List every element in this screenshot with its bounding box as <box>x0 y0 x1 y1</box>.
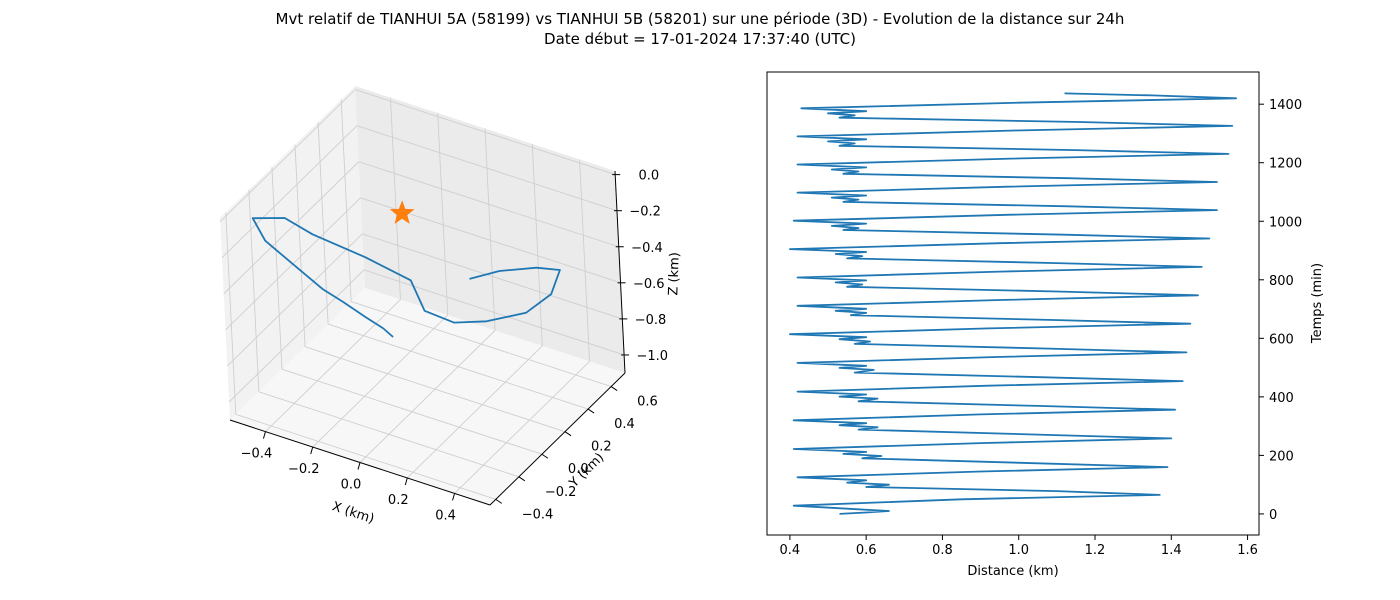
time-y-tick-label-4: 800 <box>1269 274 1294 289</box>
dist-x-tick-label-2: 0.8 <box>932 543 953 558</box>
grid-y-left-2 <box>271 167 283 370</box>
x-tick-2 <box>357 462 361 470</box>
time-y-tick-label-1: 200 <box>1269 449 1294 464</box>
star-marker <box>389 200 415 224</box>
time-y-tick-label-7: 1400 <box>1269 98 1302 113</box>
y-tick-1 <box>518 476 526 482</box>
grid-x-back-4 <box>579 159 590 362</box>
grid-z-left-1 <box>221 125 358 259</box>
time-y-tick-label-5: 1000 <box>1269 215 1302 230</box>
plot-3d-trajectory: −0.4−0.20.00.20.4 −0.4−0.20.00.20.40.60.0… <box>219 86 683 527</box>
grid-z-back-4 <box>362 233 623 320</box>
x-tick-label-2: 0.0 <box>341 478 362 493</box>
tick-labels-3d: −0.4−0.20.00.20.4 −0.4−0.20.00.20.40.60.0… <box>241 169 668 524</box>
grid-y-floor-3 <box>304 346 566 433</box>
y-tick-2 <box>541 453 549 459</box>
grid-y-left-5 <box>340 99 352 302</box>
z-axis-label: Z (km) <box>666 252 683 296</box>
y-tick-0 <box>495 498 503 504</box>
y-tick-4 <box>587 408 595 414</box>
grid-z-left-0 <box>219 89 356 222</box>
z-tick-label-0: 0.0 <box>638 169 659 184</box>
grid-z-back-2 <box>358 161 619 248</box>
y-tick-label-2: 0.0 <box>568 462 589 477</box>
x-tick-label-1: −0.2 <box>288 462 320 477</box>
x-tick-1 <box>310 446 314 455</box>
z-tick-label-2: −0.4 <box>631 241 663 256</box>
z-tick-label-1: −0.2 <box>629 205 661 220</box>
z-axis-line <box>614 170 626 374</box>
grid-x-back-0 <box>390 97 401 300</box>
y-tick-label-5: 0.6 <box>637 395 658 410</box>
grid-x-floor-4 <box>454 361 590 494</box>
x-tick-label-4: 0.4 <box>435 508 456 523</box>
dist-x-tick-label-3: 1.0 <box>1008 543 1029 558</box>
dist-x-tick-label-4: 1.2 <box>1085 543 1106 558</box>
y-axis-line <box>489 372 626 506</box>
y-tick-5 <box>610 386 618 391</box>
grid-z-left-2 <box>223 161 360 295</box>
y-tick-label-3: 0.2 <box>591 440 612 455</box>
time-y-tick-label-2: 400 <box>1269 391 1294 406</box>
plot-distance-time: 0.4 0.6 0.8 1.0 1.2 1.4 1.6 0 200 400 600 800 1000 12… <box>766 71 1325 579</box>
distance-series <box>789 92 1237 515</box>
grid-y-left-1 <box>248 189 260 392</box>
x-tick-label-0: −0.4 <box>241 447 273 462</box>
grid-y-floor-0 <box>235 413 496 500</box>
grid-z-left-5 <box>228 269 365 403</box>
time-y-tick-label-3: 600 <box>1269 332 1294 347</box>
z-tick-label-5: −1.0 <box>637 349 669 364</box>
trajectory-line <box>251 217 561 338</box>
grid-x-back-1 <box>437 113 449 316</box>
grid-x-back-2 <box>484 128 496 331</box>
grid-z-back-5 <box>363 269 625 356</box>
grid-y-left-3 <box>294 144 306 347</box>
y-tick-label-4: 0.4 <box>614 417 635 432</box>
trajectory-3d <box>251 200 561 338</box>
y-tick-label-0: −0.4 <box>522 507 554 522</box>
x-axis-label-distance: Distance (km) <box>967 564 1058 579</box>
dist-x-tick-label-6: 1.6 <box>1237 543 1258 558</box>
y-tick-3 <box>564 431 572 437</box>
x-tick-0 <box>262 431 266 439</box>
chart-title-line2: Date début = 17-01-2024 17:37:40 (UTC) <box>544 30 856 48</box>
grid-y-left-0 <box>225 212 237 415</box>
grid-x-floor-0 <box>265 299 401 432</box>
z-tick-label-3: −0.6 <box>633 277 665 292</box>
grid-z-left-4 <box>227 233 363 367</box>
grid-x-floor-1 <box>312 314 449 448</box>
ticks-2d: 0.4 0.6 0.8 1.0 1.2 1.4 1.6 0 200 400 600 800 1000 12… <box>780 98 1303 558</box>
y-axis-label-time: Temps (min) <box>1310 263 1325 344</box>
chart-title-line1: Mvt relatif de TIANHUI 5A (58199) vs TIA… <box>276 10 1125 28</box>
grid-x-back-3 <box>531 143 543 346</box>
grid-y-floor-4 <box>327 323 589 410</box>
grid-x-floor-2 <box>359 330 496 463</box>
grid-y-floor-2 <box>281 368 543 455</box>
dist-x-tick-label-0: 0.4 <box>780 543 801 558</box>
grid-z-back-1 <box>356 125 618 212</box>
z-tick-label-4: −0.8 <box>635 313 667 328</box>
x-axis-label: X (km) <box>330 499 376 527</box>
dist-x-tick-label-5: 1.4 <box>1161 543 1182 558</box>
y-tick-label-1: −0.2 <box>545 485 577 500</box>
grid-z-back-0 <box>355 89 616 176</box>
time-y-tick-label-6: 1200 <box>1269 157 1302 172</box>
grid-y-floor-1 <box>258 391 519 478</box>
grid-3d <box>219 89 625 500</box>
x-tick-label-3: 0.2 <box>388 493 409 508</box>
x-tick-3 <box>404 477 408 486</box>
grid-x-floor-3 <box>406 345 543 479</box>
x-tick-4 <box>452 493 456 501</box>
time-y-tick-label-0: 0 <box>1269 508 1277 523</box>
distance-line <box>789 92 1237 515</box>
grid-y-floor-5 <box>351 301 612 387</box>
dist-x-tick-label-1: 0.6 <box>856 543 877 558</box>
